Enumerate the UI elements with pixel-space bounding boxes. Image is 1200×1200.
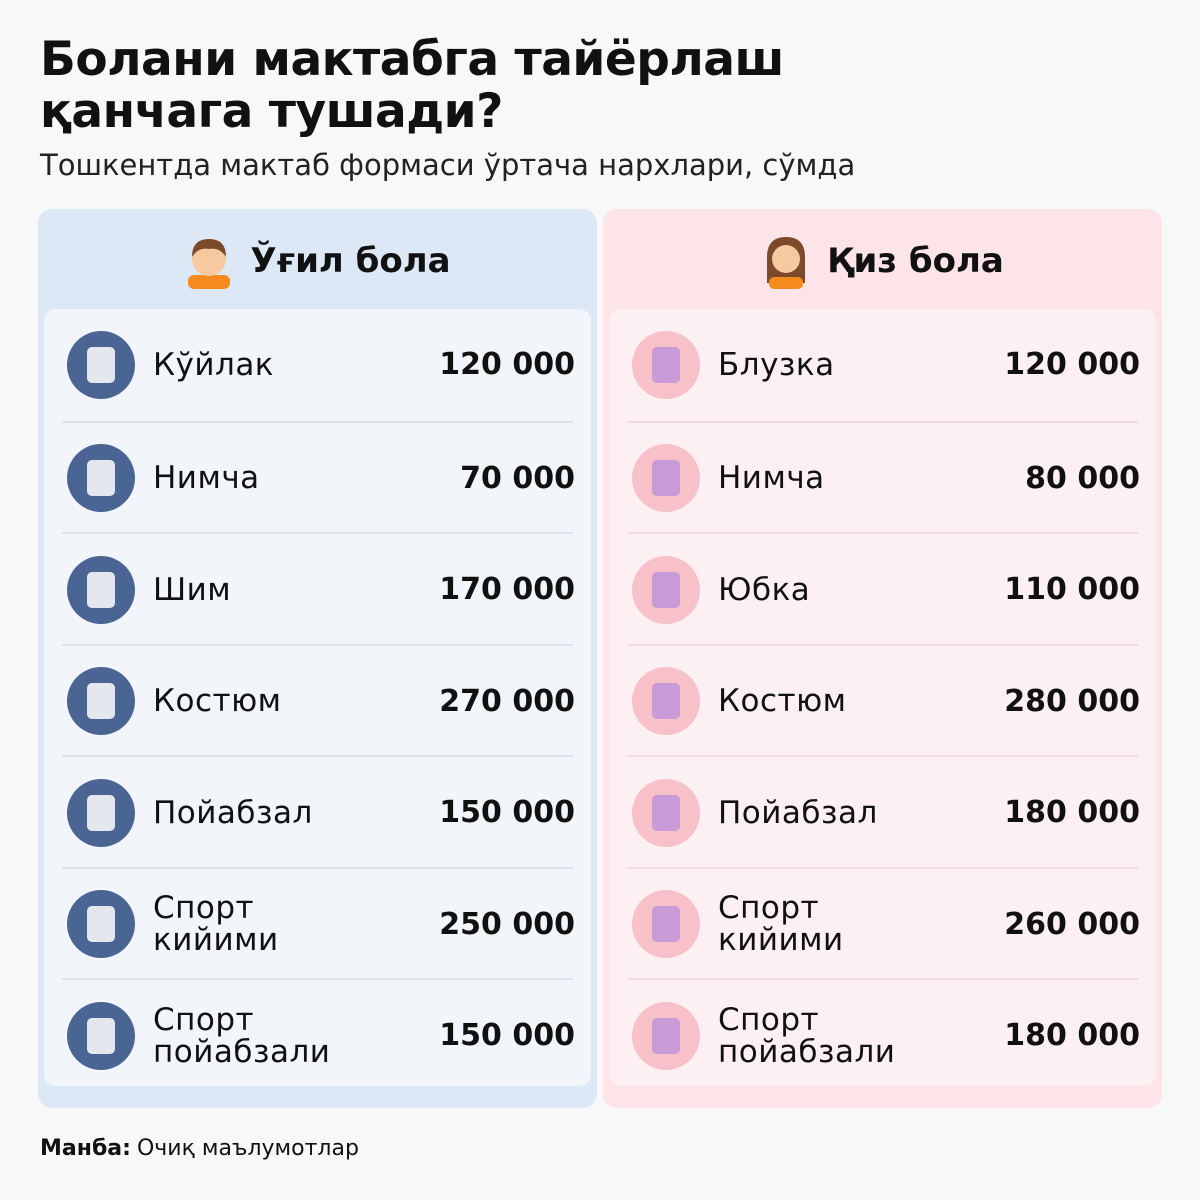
source-label: Манба: — [40, 1136, 131, 1161]
item-price: 70 000 — [460, 460, 575, 496]
item-label: Кўйлак — [153, 346, 275, 383]
boy-panel: Ўғил бола Кўйлак 120 000 Нимча 70 000 Шим 170… — [38, 209, 597, 1108]
subtitle: Тошкентда мактаб формаси ўртача нархлари… — [40, 148, 856, 182]
item-label: Шим — [153, 571, 232, 608]
item-label: Спорт кийими — [718, 890, 844, 958]
item-icon — [67, 444, 135, 512]
item-label: Спорт пойабзали — [153, 1001, 331, 1070]
item-row: Шим 170 000 — [62, 532, 575, 645]
item-row: Пойабзал 150 000 — [62, 755, 575, 868]
item-icon — [632, 890, 700, 958]
item-label: Пойабзал — [718, 794, 878, 831]
panel-title: Ўғил бола — [250, 241, 451, 281]
boy-icon — [188, 239, 231, 289]
item-price: 260 000 — [1004, 906, 1140, 942]
item-row: Костюм 280 000 — [627, 643, 1140, 757]
item-price: 250 000 — [439, 906, 575, 942]
item-label: Спорт кийими — [153, 890, 279, 958]
item-label: Пойабзал — [153, 794, 313, 831]
item-list: Кўйлак 120 000 Нимча 70 000 Шим 170 000 Костюм… — [44, 309, 591, 1086]
item-price: 110 000 — [1004, 572, 1140, 607]
title: Болани мактабга тайёрлаш қанчага тушади? — [40, 34, 784, 138]
item-icon — [67, 778, 135, 847]
panel-title: Қиз бола — [827, 241, 1004, 281]
item-icon — [632, 667, 700, 735]
item-row: Нимча 70 000 — [62, 420, 575, 534]
item-row: Спорт кийими 260 000 — [627, 866, 1140, 980]
item-price: 150 000 — [439, 1018, 575, 1053]
item-row: Спорт кийими 250 000 — [62, 866, 575, 980]
item-row: Пойабзал 180 000 — [627, 755, 1140, 868]
panel-header: Ўғил бола — [38, 231, 597, 291]
item-label: Нимча — [153, 460, 260, 496]
item-row: Спорт пойабзали 180 000 — [627, 978, 1140, 1091]
item-icon — [67, 667, 135, 735]
item-icon — [632, 330, 700, 399]
item-label: Нимча — [718, 460, 825, 496]
item-price: 180 000 — [1004, 795, 1140, 830]
item-list: Блузка 120 000 Нимча 80 000 Юбка 110 000 Костю… — [609, 309, 1156, 1086]
item-price: 180 000 — [1004, 1018, 1140, 1053]
item-price: 150 000 — [439, 795, 575, 830]
item-icon — [632, 555, 700, 624]
girl-icon — [767, 237, 806, 289]
item-icon — [632, 1001, 700, 1070]
item-row: Костюм 270 000 — [62, 643, 575, 757]
title-line: Болани мактабга тайёрлаш — [40, 32, 784, 87]
item-price: 80 000 — [1025, 460, 1140, 496]
item-row: Блузка 120 000 — [627, 309, 1140, 420]
item-price: 270 000 — [439, 683, 575, 719]
item-row: Спорт пойабзали 150 000 — [62, 978, 575, 1091]
item-icon — [67, 1001, 135, 1070]
item-price: 170 000 — [439, 572, 575, 607]
item-price: 120 000 — [439, 347, 575, 382]
item-label: Блузка — [718, 346, 835, 383]
item-icon — [67, 890, 135, 958]
item-icon — [632, 444, 700, 512]
item-price: 280 000 — [1004, 683, 1140, 719]
girl-panel: Қиз бола Блузка 120 000 Нимча 80 000 Юбка 110… — [603, 209, 1162, 1108]
item-label: Костюм — [153, 683, 282, 719]
source: Очиқ маълумотлар — [136, 1136, 359, 1161]
footer: Манба: Очиқ маълумотлар — [40, 1136, 359, 1161]
item-icon — [67, 330, 135, 399]
item-label: Спорт пойабзали — [718, 1001, 896, 1070]
item-row: Кўйлак 120 000 — [62, 309, 575, 420]
item-label: Костюм — [718, 683, 847, 719]
item-icon — [67, 555, 135, 624]
item-row: Нимча 80 000 — [627, 420, 1140, 534]
panel-header: Қиз бола — [603, 231, 1162, 291]
title-line: қанчага тушади? — [40, 84, 503, 139]
item-icon — [632, 778, 700, 847]
item-label: Юбка — [718, 571, 811, 608]
item-price: 120 000 — [1004, 347, 1140, 382]
item-row: Юбка 110 000 — [627, 532, 1140, 645]
